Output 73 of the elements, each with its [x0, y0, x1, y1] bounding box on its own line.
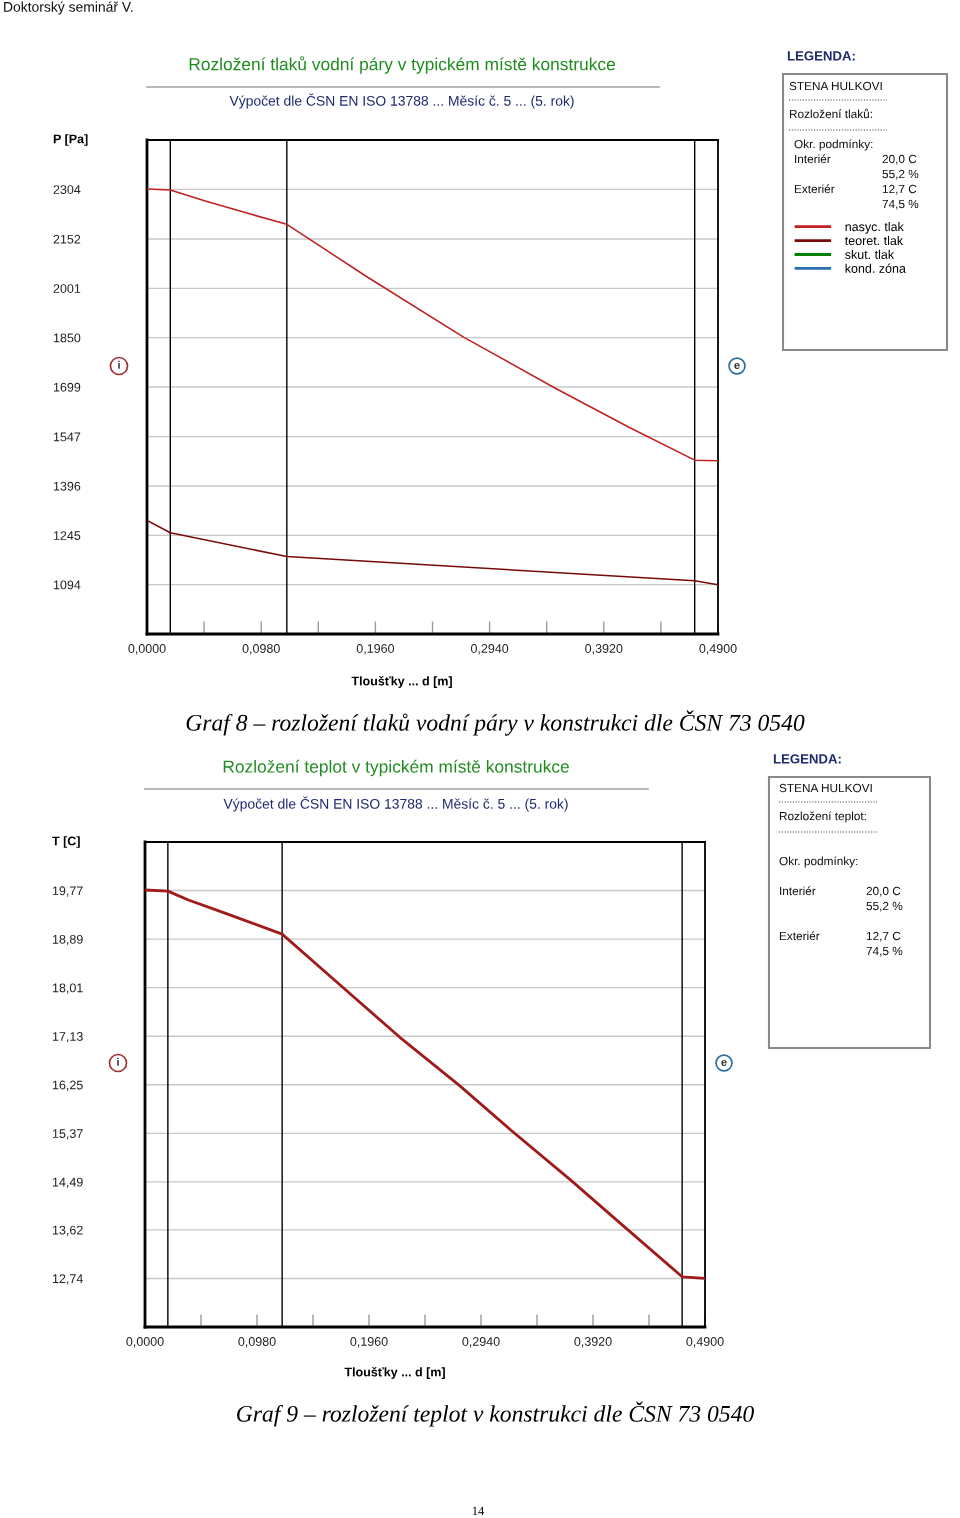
legend-label: skut. tlak: [845, 249, 895, 259]
x-tick-label: 0,4900: [699, 644, 737, 655]
y-tick-label: 1547: [53, 432, 81, 442]
chart-subtitle: Výpočet dle ČSN EN ISO 13788 ... Měsíc č. 5 ... (5. rok): [223, 796, 568, 812]
x-tick-label: 0,2940: [462, 1337, 500, 1348]
x-tick-label: 0,1960: [350, 1337, 388, 1348]
x-tick-label: 0,0980: [238, 1337, 276, 1348]
text: Exteriér: [794, 184, 835, 194]
chart-title: Rozložení teplot v typickém místě konstrukce: [223, 759, 569, 777]
line-series: [145, 888, 705, 1280]
y-tick-label: 18,89: [52, 934, 83, 946]
x-tick-label: 0,2940: [470, 644, 509, 655]
line-series: [147, 188, 718, 462]
text: 14: [472, 1506, 485, 1516]
legend-label: nasyc. tlak: [845, 222, 904, 234]
legend-label: teoret. tlak: [844, 235, 904, 246]
x-tick-label: 0,0000: [126, 1337, 164, 1348]
x-tick-label: 0,3920: [585, 644, 623, 655]
y-tick-label: 1245: [53, 531, 81, 540]
text: 20,0 C: [882, 154, 917, 165]
line-series: [147, 519, 718, 586]
y-tick-label: 2152: [53, 234, 81, 244]
text: Rozložení teplot:: [779, 811, 866, 823]
x-axis-title: Tloušťky ... d [m]: [351, 676, 452, 688]
y-tick-label: 18,01: [52, 983, 83, 994]
text: 20,0 C: [866, 886, 901, 897]
text: STENA HULKOVI: [789, 81, 882, 91]
x-tick-label: 0,0980: [242, 644, 280, 655]
text: Graf 9 – rozložení teplot v konstrukci dle ČSN 73 0540: [237, 1401, 754, 1427]
x-tick-label: 0,4900: [686, 1337, 724, 1348]
text: Interiér: [795, 154, 831, 164]
y-tick-label: 14,49: [52, 1177, 83, 1189]
y-tick-label: 12,74: [52, 1274, 83, 1285]
legend-label: kond. zóna: [845, 263, 906, 273]
y-tick-label: 1850: [53, 333, 81, 343]
text: 55,2 %: [866, 901, 903, 912]
legend-title: LEGENDA:: [787, 51, 855, 61]
text: 55,2 %: [882, 169, 919, 180]
text: i: [117, 1057, 119, 1066]
text: e: [721, 1059, 727, 1066]
y-tick-label: 1699: [53, 382, 81, 392]
text: Okr. podmínky:: [794, 139, 873, 151]
text: i: [118, 360, 120, 369]
text: Graf 8 – rozložení tlaků vodní páry v konstrukci dle ČSN 73 0540: [186, 710, 805, 736]
text: 12,7 C: [866, 931, 901, 942]
y-tick-label: 2304: [53, 185, 81, 194]
text: STENA HULKOVI: [779, 783, 872, 793]
chart-subtitle: Výpočet dle ČSN EN ISO 13788 ... Měsíc č. 5 ... (5. rok): [229, 93, 574, 109]
y-tick-label: 19,77: [52, 886, 83, 897]
text: Okr. podmínky:: [779, 856, 858, 868]
text: 12,7 C: [882, 184, 917, 195]
y-tick-label: 1396: [53, 481, 81, 491]
y-tick-label: 1094: [53, 580, 81, 590]
y-tick-label: 15,37: [52, 1129, 83, 1140]
text: Exteriér: [779, 931, 820, 941]
chart-title: Rozložení tlaků vodní páry v typickém místě konstrukce: [189, 56, 615, 74]
y-tick-label: 13,62: [52, 1225, 83, 1237]
text: Rozložení tlaků:: [789, 108, 872, 119]
x-tick-label: 0,1960: [356, 644, 395, 655]
x-axis-title: Tloušťky ... d [m]: [344, 1367, 445, 1379]
x-tick-label: 0,0000: [128, 644, 166, 655]
y-axis-title: P [Pa]: [53, 134, 88, 146]
text: Interiér: [780, 886, 816, 896]
text: e: [734, 362, 740, 369]
x-tick-label: 0,3920: [574, 1337, 612, 1348]
text: Doktorský seminář V.: [4, 1, 133, 15]
y-tick-label: 2001: [53, 284, 81, 293]
text: 74,5 %: [882, 199, 919, 210]
text: LEGENDA:: [773, 754, 841, 764]
text: 74,5 %: [866, 946, 903, 957]
y-tick-label: 17,13: [52, 1032, 83, 1043]
y-tick-label: 16,25: [52, 1080, 83, 1091]
y-axis-title: T [C]: [52, 836, 80, 848]
